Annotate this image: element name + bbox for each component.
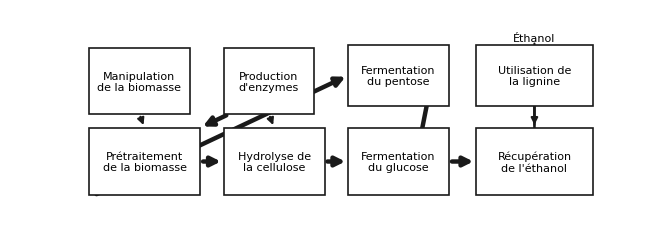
FancyBboxPatch shape (223, 49, 314, 115)
Text: Fermentation
du pentose: Fermentation du pentose (361, 66, 436, 87)
Text: Éthanol: Éthanol (513, 34, 555, 44)
Text: Fermentation
du glucose: Fermentation du glucose (361, 151, 436, 172)
FancyBboxPatch shape (348, 128, 449, 196)
FancyBboxPatch shape (89, 49, 190, 115)
Text: Production
d'enzymes: Production d'enzymes (239, 71, 299, 93)
FancyBboxPatch shape (223, 128, 324, 196)
Text: Prétraitement
de la biomasse: Prétraitement de la biomasse (102, 151, 187, 172)
FancyBboxPatch shape (476, 128, 593, 196)
FancyBboxPatch shape (89, 128, 200, 196)
Text: Manipulation
de la biomasse: Manipulation de la biomasse (98, 71, 181, 93)
Text: Utilisation de
la lignine: Utilisation de la lignine (498, 66, 571, 87)
Text: Récupération
de l'éthanol: Récupération de l'éthanol (497, 151, 571, 173)
FancyBboxPatch shape (476, 46, 593, 107)
Text: Hydrolyse de
la cellulose: Hydrolyse de la cellulose (237, 151, 310, 172)
FancyBboxPatch shape (348, 46, 449, 107)
